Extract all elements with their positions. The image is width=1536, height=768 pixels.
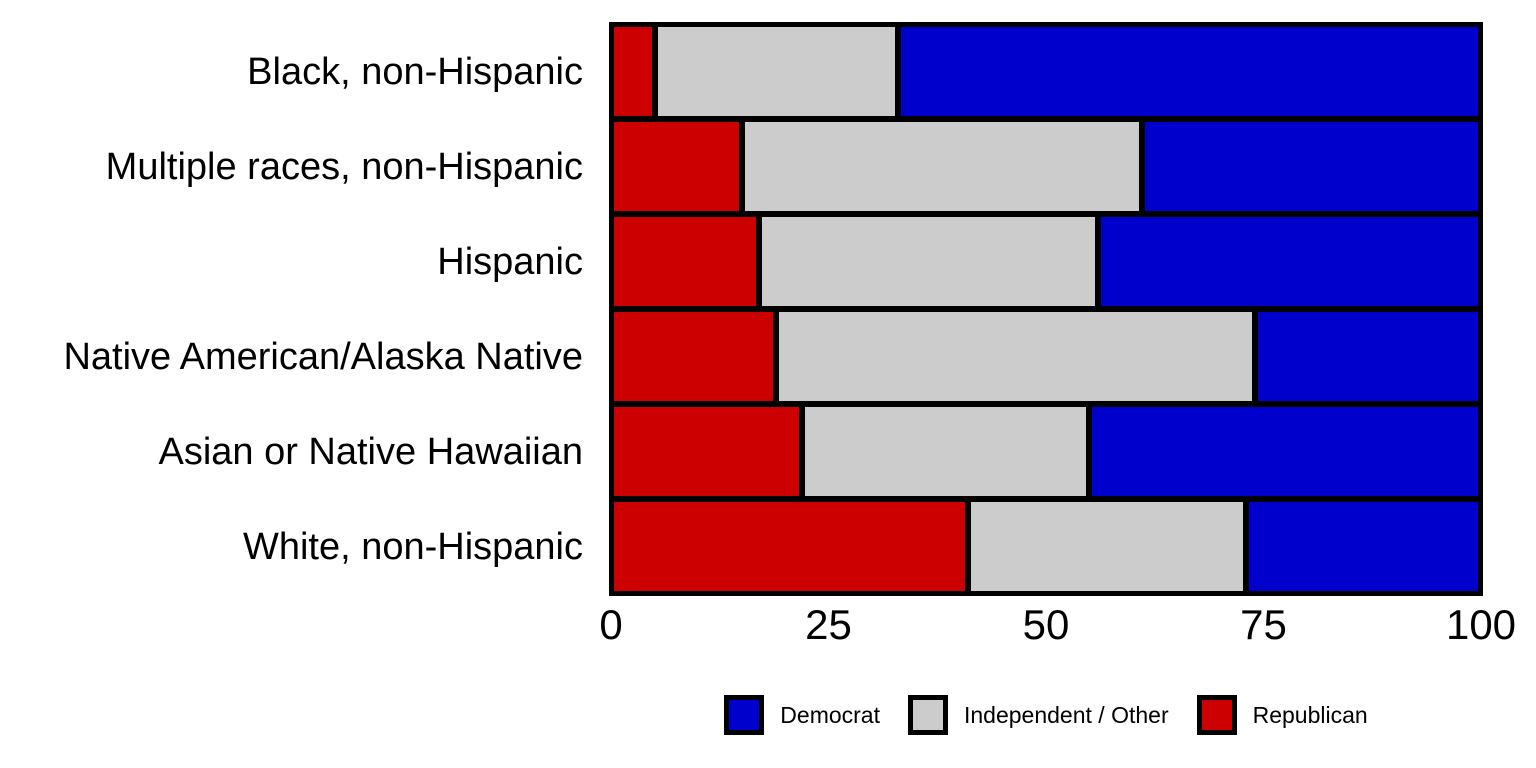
bar-segment-democrat (1254, 309, 1481, 404)
bar-segment-independent-other (741, 119, 1142, 214)
category-label: White, non-Hispanic (242, 525, 583, 568)
bar-row (611, 309, 1481, 404)
x-tick-label: 100 (1445, 601, 1517, 648)
bar-segment-democrat (898, 24, 1481, 119)
legend-item: Democrat (724, 695, 880, 735)
bar-segment-democrat (1246, 499, 1481, 594)
bar-segment-democrat (1141, 119, 1481, 214)
bar-segment-independent-other (654, 24, 899, 119)
bar-segment-republican (611, 499, 968, 594)
bar-segment-independent-other (802, 404, 1090, 499)
legend-swatch-independent-other (908, 695, 948, 735)
legend-item: Republican (1196, 695, 1368, 735)
bar-segment-republican (611, 214, 759, 309)
legend-label: Republican (1252, 701, 1368, 728)
legend: Democrat Independent / Other Republican (611, 690, 1481, 740)
bar-segment-independent-other (776, 309, 1255, 404)
bar-row (611, 24, 1481, 119)
plot-area (611, 24, 1481, 594)
x-tick-label: 25 (805, 601, 852, 648)
category-label: Native American/Alaska Native (63, 335, 583, 378)
bar-segment-democrat (1089, 404, 1481, 499)
bar-row (611, 214, 1481, 309)
bar-row (611, 119, 1481, 214)
bar-segment-democrat (1098, 214, 1481, 309)
bar-row (611, 499, 1481, 594)
legend-swatch-democrat (724, 695, 765, 735)
bar-segment-independent-other (967, 499, 1247, 594)
x-tick-label: 75 (1240, 601, 1287, 648)
bar-segment-republican (611, 404, 803, 499)
bar-row (611, 404, 1481, 499)
bar-segment-republican (611, 119, 742, 214)
legend-label: Independent / Other (964, 701, 1169, 728)
bar-segment-independent-other (758, 214, 1099, 309)
bar-segment-republican (611, 309, 777, 404)
category-label: Hispanic (437, 240, 583, 283)
category-label: Black, non-Hispanic (247, 50, 583, 93)
legend-label: Democrat (780, 701, 880, 728)
legend-item: Independent / Other (908, 695, 1169, 735)
category-label: Multiple races, non-Hispanic (105, 145, 583, 188)
legend-swatch-republican (1196, 695, 1237, 735)
bar-segment-republican (611, 24, 655, 119)
category-label: Asian or Native Hawaiian (158, 430, 583, 473)
x-tick-label: 0 (599, 601, 623, 648)
x-tick-label: 50 (1022, 601, 1070, 648)
